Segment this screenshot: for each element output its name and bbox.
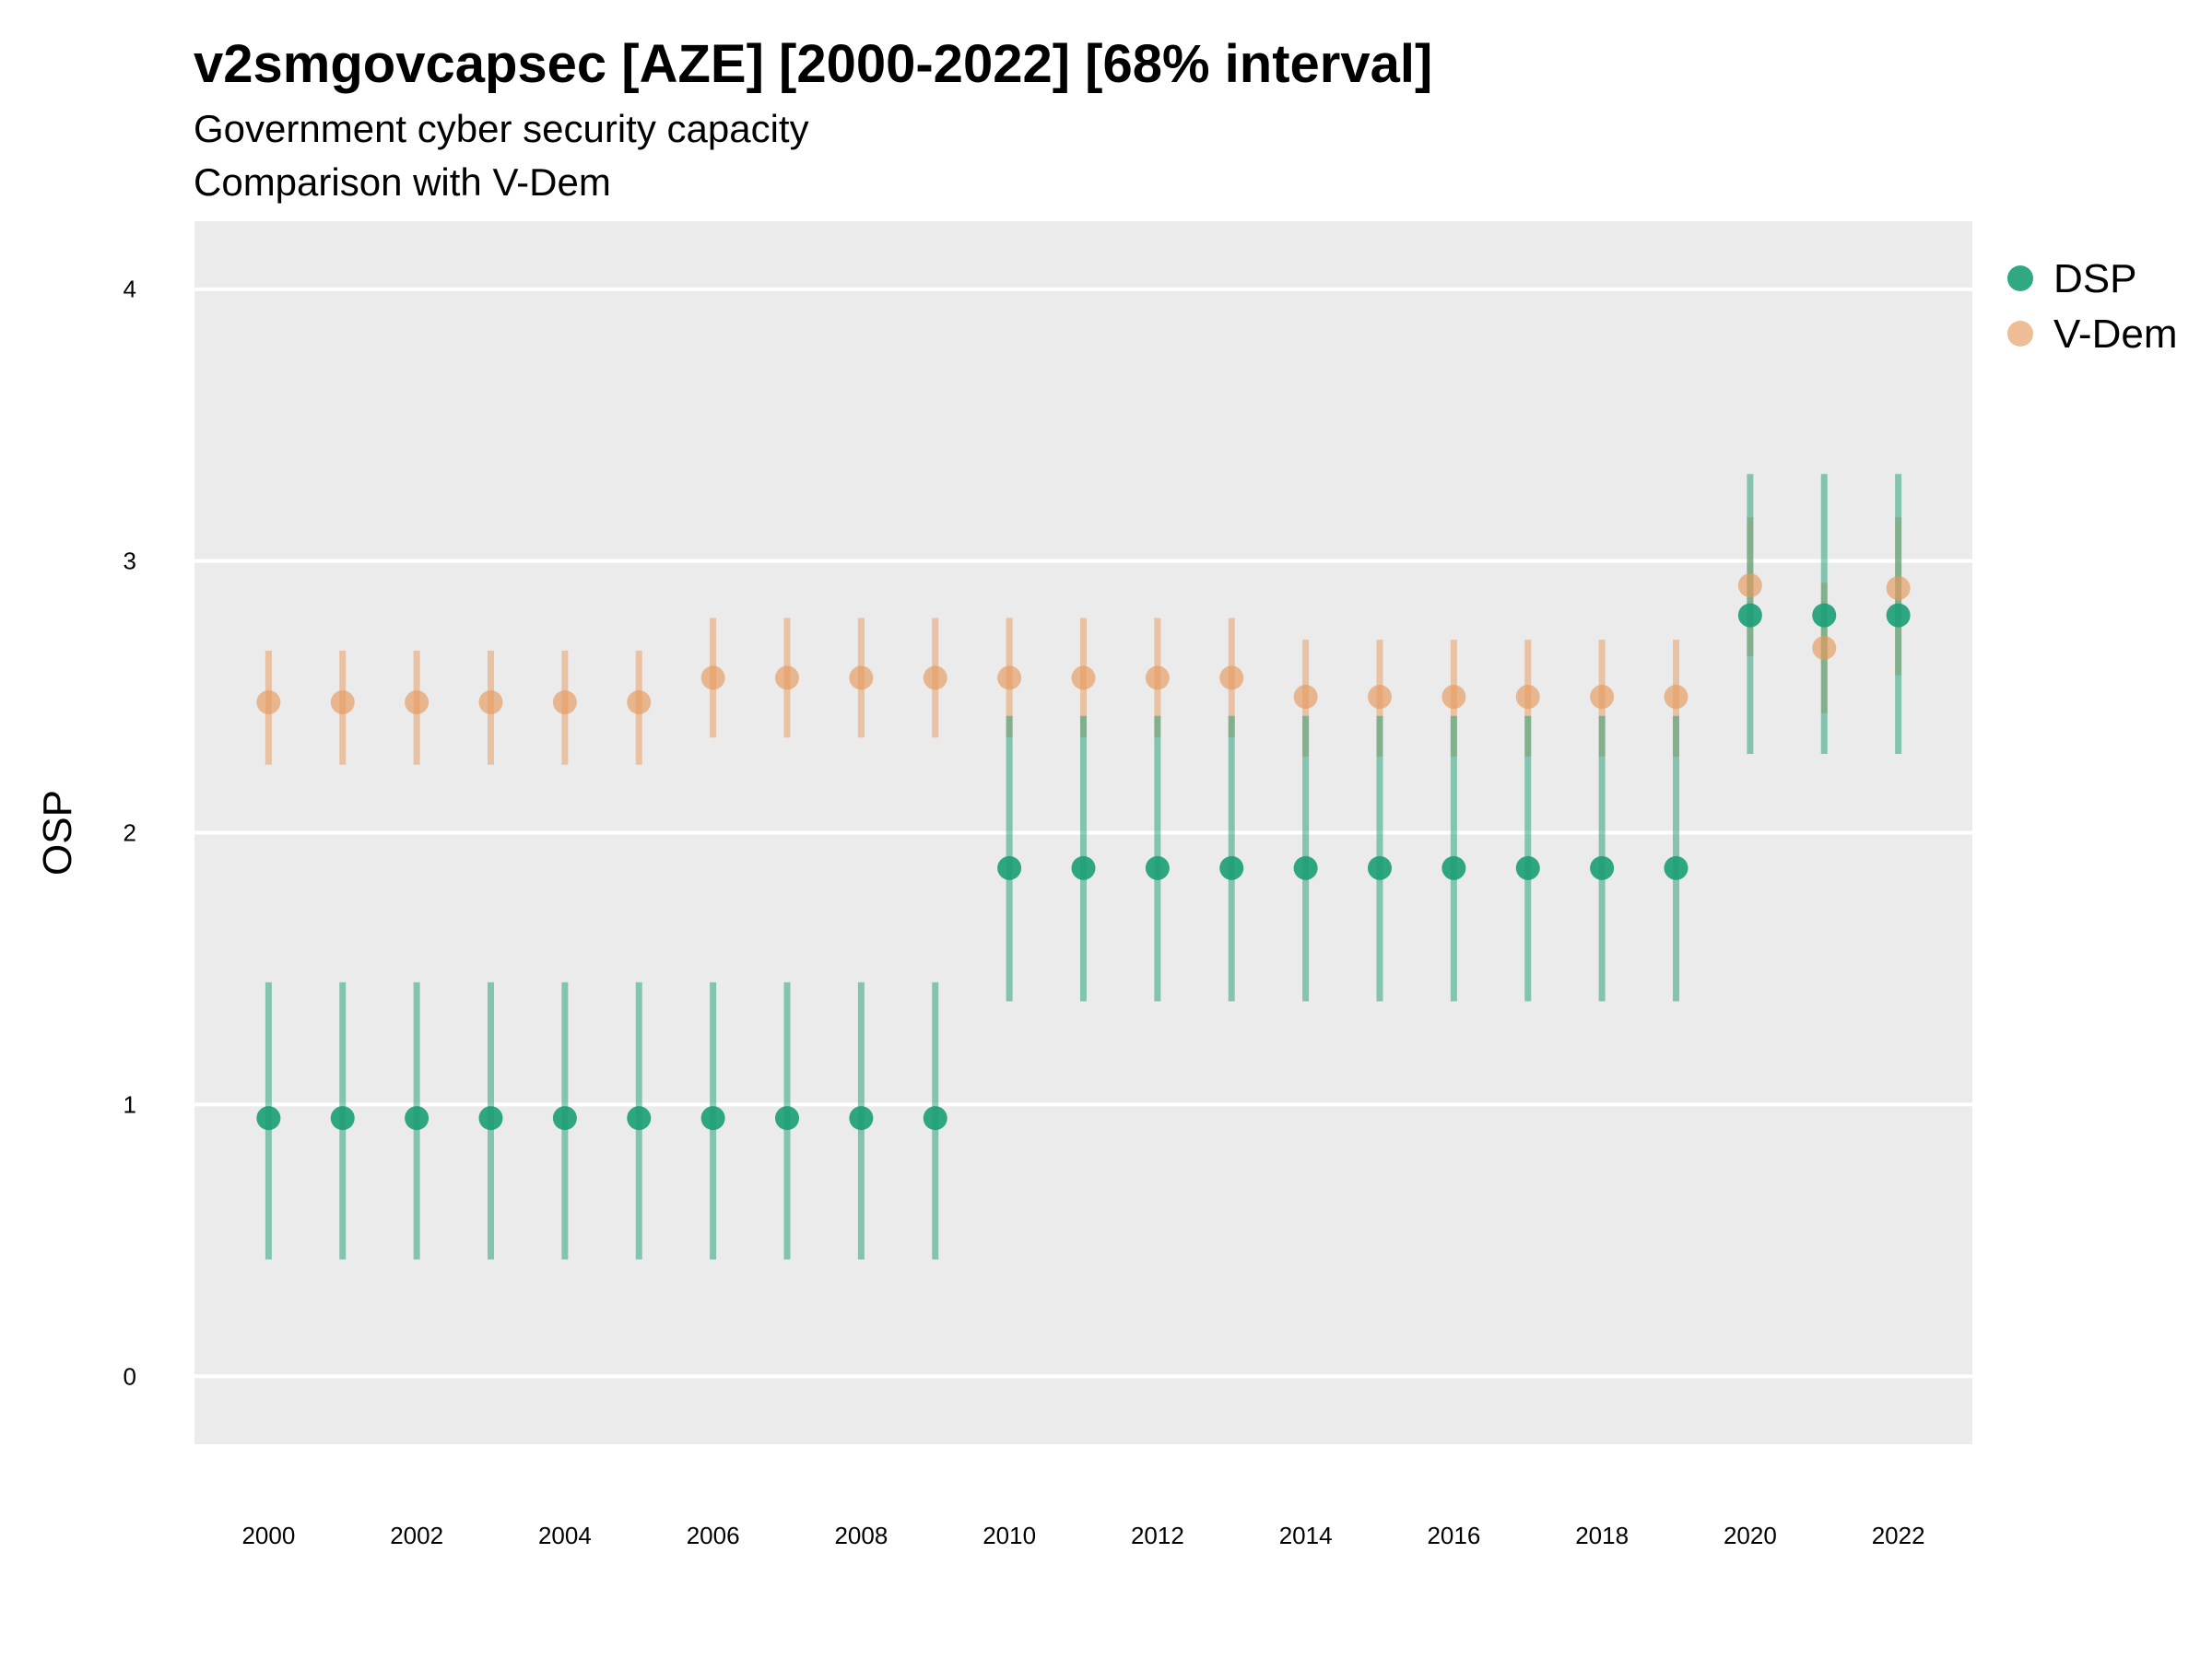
point-v-dem [478,689,503,714]
x-tick-label: 2014 [1279,1522,1333,1549]
point-v-dem [849,665,874,690]
legend-label: V-Dem [2053,312,2177,357]
point-dsp [1071,855,1096,880]
point-v-dem [405,689,429,714]
y-tick-labels: 0 1 2 3 4 [124,276,136,1391]
point-v-dem [1737,573,1762,598]
point-v-dem [1071,665,1096,690]
point-v-dem [1515,685,1540,710]
chart-subtitle: Government cyber security capacity [194,107,809,150]
point-dsp [627,1106,652,1131]
data-marks [256,474,1911,1260]
x-tick-label: 2008 [834,1522,888,1549]
point-v-dem [1219,665,1244,690]
x-tick-label: 2004 [538,1522,592,1549]
point-dsp [405,1106,429,1131]
y-tick-label: 2 [124,819,136,847]
y-tick-label: 3 [124,547,136,575]
point-v-dem [1590,685,1615,710]
point-v-dem [1664,685,1688,710]
points-dsp [256,603,1911,1131]
chart-subtitle-comparison: Comparison with V-Dem [194,160,611,204]
point-dsp [1293,855,1318,880]
point-v-dem [330,689,355,714]
y-tick-label: 4 [124,276,136,303]
point-v-dem [256,689,281,714]
point-v-dem [997,665,1022,690]
point-dsp [849,1106,874,1131]
point-dsp [1812,603,1837,628]
x-tick-label: 2000 [241,1522,295,1549]
point-dsp [923,1106,947,1131]
point-v-dem [923,665,947,690]
legend-key-dsp [2007,265,2033,291]
point-dsp [1145,855,1170,880]
x-tick-labels: 2000 2002 2004 2006 2008 2010 2012 2014 2016 2018… [241,1522,1924,1549]
point-dsp [1664,855,1688,880]
point-dsp [775,1106,799,1131]
point-v-dem [1812,635,1837,660]
x-tick-label: 2018 [1575,1522,1629,1549]
point-dsp [997,855,1022,880]
point-dsp [1368,855,1392,880]
legend: DSP V-Dem [2007,256,2177,357]
y-tick-label: 0 [124,1362,136,1390]
point-v-dem [1293,685,1318,710]
point-v-dem [1145,665,1170,690]
x-tick-label: 2012 [1131,1522,1184,1549]
point-dsp [1515,855,1540,880]
x-tick-label: 2006 [687,1522,740,1549]
point-v-dem [1441,685,1466,710]
point-dsp [256,1106,281,1131]
point-v-dem [552,689,577,714]
legend-key-v-dem [2007,321,2033,347]
legend-label: DSP [2053,256,2136,301]
x-tick-label: 2022 [1872,1522,1925,1549]
point-dsp [1441,855,1466,880]
points-v-dem [256,573,1911,714]
x-tick-label: 2010 [982,1522,1036,1549]
point-dsp [1886,603,1911,628]
x-tick-label: 2020 [1724,1522,1777,1549]
point-dsp [700,1106,725,1131]
chart-title: v2smgovcapsec [AZE] [2000-2022] [68% int… [194,34,1433,94]
point-v-dem [1368,685,1392,710]
x-tick-label: 2016 [1427,1522,1480,1549]
point-v-dem [1886,576,1911,601]
point-dsp [330,1106,355,1131]
y-axis-label: OSP [35,790,80,876]
point-dsp [552,1106,577,1131]
x-tick-label: 2002 [390,1522,443,1549]
point-v-dem [700,665,725,690]
point-dsp [1219,855,1244,880]
point-dsp [478,1106,503,1131]
point-dsp [1590,855,1615,880]
point-dsp [1737,603,1762,628]
y-tick-label: 1 [124,1090,136,1118]
point-v-dem [627,689,652,714]
point-v-dem [775,665,799,690]
